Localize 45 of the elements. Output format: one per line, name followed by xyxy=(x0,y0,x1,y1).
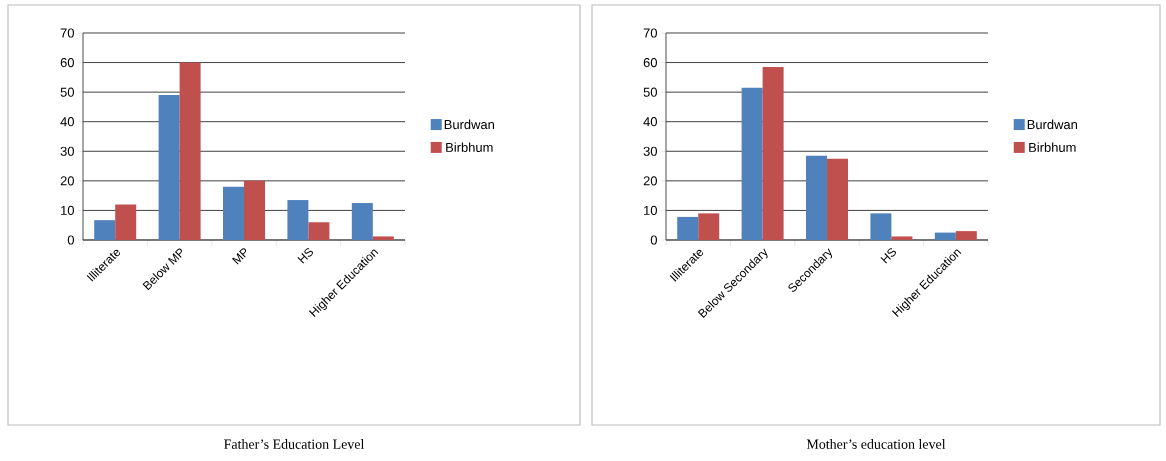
bar xyxy=(223,186,245,240)
y-tick-label: 70 xyxy=(60,28,74,38)
x-tick-label: HS xyxy=(880,248,896,264)
bar xyxy=(827,158,849,240)
legend-label: Burdwan xyxy=(444,119,494,130)
y-tick-label: 70 xyxy=(643,28,657,38)
x-tick-label: MP xyxy=(232,248,247,265)
y-tick-label: 20 xyxy=(643,176,657,186)
bar xyxy=(287,200,309,240)
bar xyxy=(870,213,892,240)
bar xyxy=(698,213,720,240)
y-tick-label: 30 xyxy=(643,146,657,156)
y-tick-label: 0 xyxy=(650,235,657,245)
y-tick-label: 10 xyxy=(61,205,74,215)
bar xyxy=(179,62,201,240)
legend-label: Birbhum xyxy=(1029,142,1076,152)
y-tick-label: 30 xyxy=(60,146,74,156)
bar xyxy=(351,203,373,240)
x-tick-label: HS xyxy=(297,248,313,264)
legend-label: Birbhum xyxy=(446,142,493,152)
bar xyxy=(308,222,330,240)
bar xyxy=(244,180,266,240)
y-tick-label: 50 xyxy=(643,87,657,97)
y-tick-label: 0 xyxy=(67,235,74,245)
bar xyxy=(677,216,699,240)
y-tick-label: 40 xyxy=(60,117,74,127)
y-tick-label: 20 xyxy=(60,176,74,186)
bar xyxy=(372,236,394,240)
bar xyxy=(741,87,763,240)
legend-label: Burdwan xyxy=(1027,119,1077,130)
bar xyxy=(955,231,977,240)
text: Mother’s education level xyxy=(806,439,946,449)
y-tick-label: 40 xyxy=(643,117,657,127)
bar xyxy=(934,232,956,240)
bar xyxy=(762,67,784,240)
bar xyxy=(115,204,137,240)
bar xyxy=(891,236,913,240)
text: Father’s Education Level xyxy=(224,439,365,449)
y-tick-label: 10 xyxy=(644,205,657,215)
bar xyxy=(158,95,180,240)
y-tick-label: 60 xyxy=(60,57,74,68)
bar xyxy=(806,155,828,240)
bar xyxy=(94,220,116,240)
y-tick-label: 60 xyxy=(643,57,657,68)
y-tick-label: 50 xyxy=(60,87,74,97)
